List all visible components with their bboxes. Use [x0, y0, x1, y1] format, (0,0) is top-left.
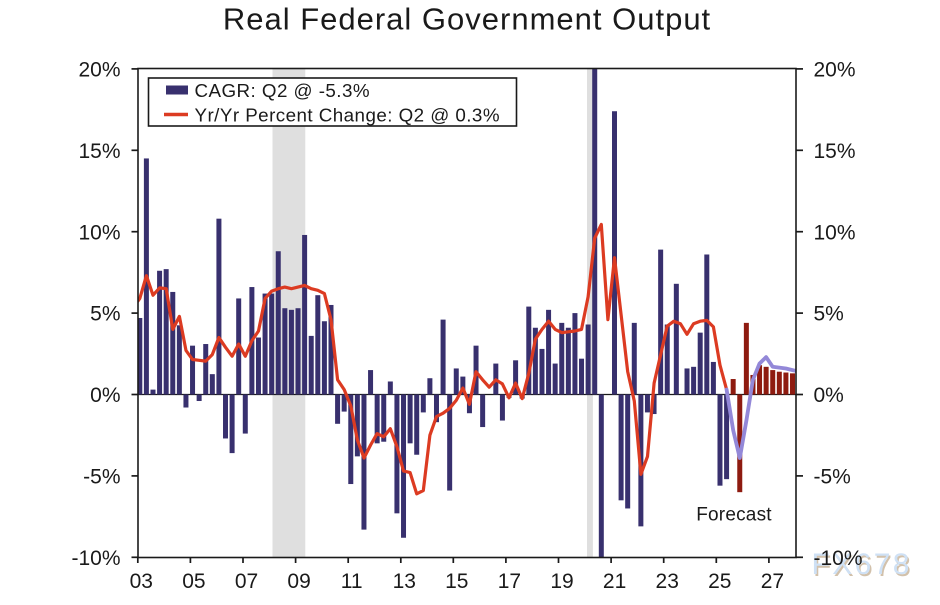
svg-text:FX678: FX678 — [812, 548, 912, 581]
svg-text:15%: 15% — [814, 140, 856, 163]
svg-text:20%: 20% — [814, 59, 856, 82]
svg-text:05: 05 — [182, 570, 205, 593]
svg-text:-5%: -5% — [83, 466, 120, 489]
svg-text:19: 19 — [550, 570, 573, 593]
svg-text:Forecast: Forecast — [696, 505, 772, 526]
svg-text:23: 23 — [656, 570, 679, 593]
svg-text:25: 25 — [708, 570, 731, 593]
svg-text:03: 03 — [130, 570, 153, 593]
svg-text:09: 09 — [287, 570, 310, 593]
svg-text:5%: 5% — [814, 303, 844, 326]
svg-text:15%: 15% — [78, 140, 120, 163]
svg-text:-10%: -10% — [814, 547, 863, 570]
svg-text:-10%: -10% — [71, 547, 120, 570]
svg-text:17: 17 — [498, 570, 521, 593]
svg-text:20%: 20% — [78, 59, 120, 82]
svg-text:21: 21 — [603, 570, 626, 593]
svg-text:CAGR: Q2 @ -5.3%: CAGR: Q2 @ -5.3% — [195, 80, 371, 101]
svg-text:Real Federal Government Output: Real Federal Government Output — [223, 2, 711, 37]
svg-text:0%: 0% — [90, 384, 120, 407]
svg-text:13: 13 — [393, 570, 416, 593]
svg-text:27: 27 — [761, 570, 784, 593]
svg-text:11: 11 — [341, 570, 363, 593]
svg-text:15: 15 — [445, 570, 468, 593]
svg-text:0%: 0% — [814, 384, 844, 407]
svg-text:-5%: -5% — [814, 466, 851, 489]
svg-text:Yr/Yr Percent Change: Q2 @ 0.3: Yr/Yr Percent Change: Q2 @ 0.3% — [195, 105, 500, 126]
svg-text:07: 07 — [235, 570, 258, 593]
svg-text:5%: 5% — [90, 303, 120, 326]
svg-text:10%: 10% — [814, 221, 856, 244]
svg-text:10%: 10% — [78, 221, 120, 244]
